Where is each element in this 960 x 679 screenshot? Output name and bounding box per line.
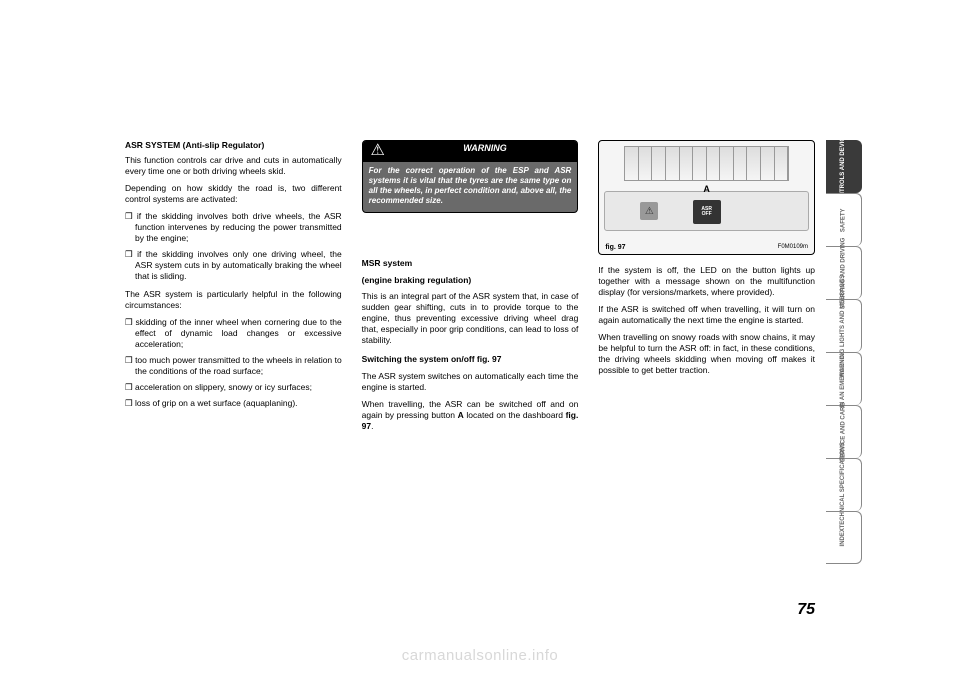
msr-heading-1: MSR system (362, 258, 579, 269)
hazard-icon: ⚠ (640, 202, 658, 220)
column-3: ⚠ ASR OFF A fig. 97 F0M0109m If the syst… (598, 140, 815, 610)
column-1: ASR SYSTEM (Anti-slip Regulator) This fu… (125, 140, 342, 610)
tab-label-8: INDEX (840, 528, 847, 546)
tab-warning-lights[interactable]: WARNING LIGHTS AND MESSAGES (826, 299, 862, 352)
watermark: carmanualsonline.info (402, 647, 558, 664)
tab-technical-specs[interactable]: TECHNICAL SPECIFICATIONS (826, 458, 862, 511)
warning-body: For the correct operation of the ESP and… (363, 162, 578, 212)
col2-p2: The ASR system switches on automatically… (362, 371, 579, 393)
tab-label-5: IN AN EMERGENCY (840, 351, 847, 407)
column-2: ⚠ WARNING For the correct operation of t… (362, 140, 579, 610)
asr-heading: ASR SYSTEM (Anti-slip Regulator) (125, 140, 342, 151)
col1-li6: loss of grip on a wet surface (aquaplani… (125, 398, 342, 409)
tab-emergency[interactable]: IN AN EMERGENCY (826, 352, 862, 405)
warning-box: ⚠ WARNING For the correct operation of t… (362, 140, 579, 213)
warning-triangle-icon: ⚠ (363, 141, 393, 162)
col2-p3b: located on the dashboard (464, 410, 566, 420)
col1-p2: Depending on how skiddy the road is, two… (125, 183, 342, 205)
page-number: 75 (797, 601, 815, 619)
grille-graphic (624, 146, 789, 181)
col1-li4: too much power transmitted to the wheels… (125, 355, 342, 377)
figure-caption: fig. 97 (605, 243, 625, 252)
col1-li5: acceleration on slippery, snowy or icy s… (125, 382, 342, 393)
dash-panel: ⚠ ASR OFF (604, 191, 809, 231)
col1-p3: The ASR system is particularly helpful i… (125, 289, 342, 311)
col2-p3c: . (371, 421, 373, 431)
col2-p3: When travelling, the ASR can be switched… (362, 399, 579, 432)
warning-title: WARNING (393, 141, 578, 162)
tab-label-2: SAFETY (840, 208, 847, 232)
arrow-a-label: A (703, 184, 710, 196)
col2-p1: This is an integral part of the ASR syst… (362, 291, 579, 346)
col1-list2: skidding of the inner wheel when corneri… (125, 317, 342, 409)
col3-p3: When travelling on snowy roads with snow… (598, 332, 815, 376)
tab-index[interactable]: INDEX (826, 511, 862, 564)
warning-header: ⚠ WARNING (363, 141, 578, 162)
page-container: ASR SYSTEM (Anti-slip Regulator) This fu… (0, 0, 960, 679)
figure-97: ⚠ ASR OFF A fig. 97 F0M0109m (598, 140, 815, 255)
figure-code: F0M0109m (778, 244, 808, 252)
asr-label-2: OFF (702, 212, 712, 217)
figure-content: ⚠ ASR OFF A (604, 146, 809, 239)
switching-heading: Switching the system on/off fig. 97 (362, 354, 579, 365)
col1-li1: if the skidding involves both drive whee… (125, 211, 342, 244)
col3-p2: If the ASR is switched off when travelli… (598, 304, 815, 326)
col1-p1: This function controls car drive and cut… (125, 155, 342, 177)
tab-controls-devices[interactable]: CONTROLS AND DEVICES (826, 140, 862, 193)
col3-p1: If the system is off, the LED on the but… (598, 265, 815, 298)
col1-list1: if the skidding involves both drive whee… (125, 211, 342, 282)
msr-heading-2: (engine braking regulation) (362, 275, 579, 286)
col1-li2: if the skidding involves only one drivin… (125, 249, 342, 282)
content-area: ASR SYSTEM (Anti-slip Regulator) This fu… (125, 140, 815, 610)
side-tabs: CONTROLS AND DEVICES SAFETY STARTING AND… (826, 140, 862, 564)
col1-li3: skidding of the inner wheel when corneri… (125, 317, 342, 350)
asr-off-button: ASR OFF (693, 200, 721, 224)
